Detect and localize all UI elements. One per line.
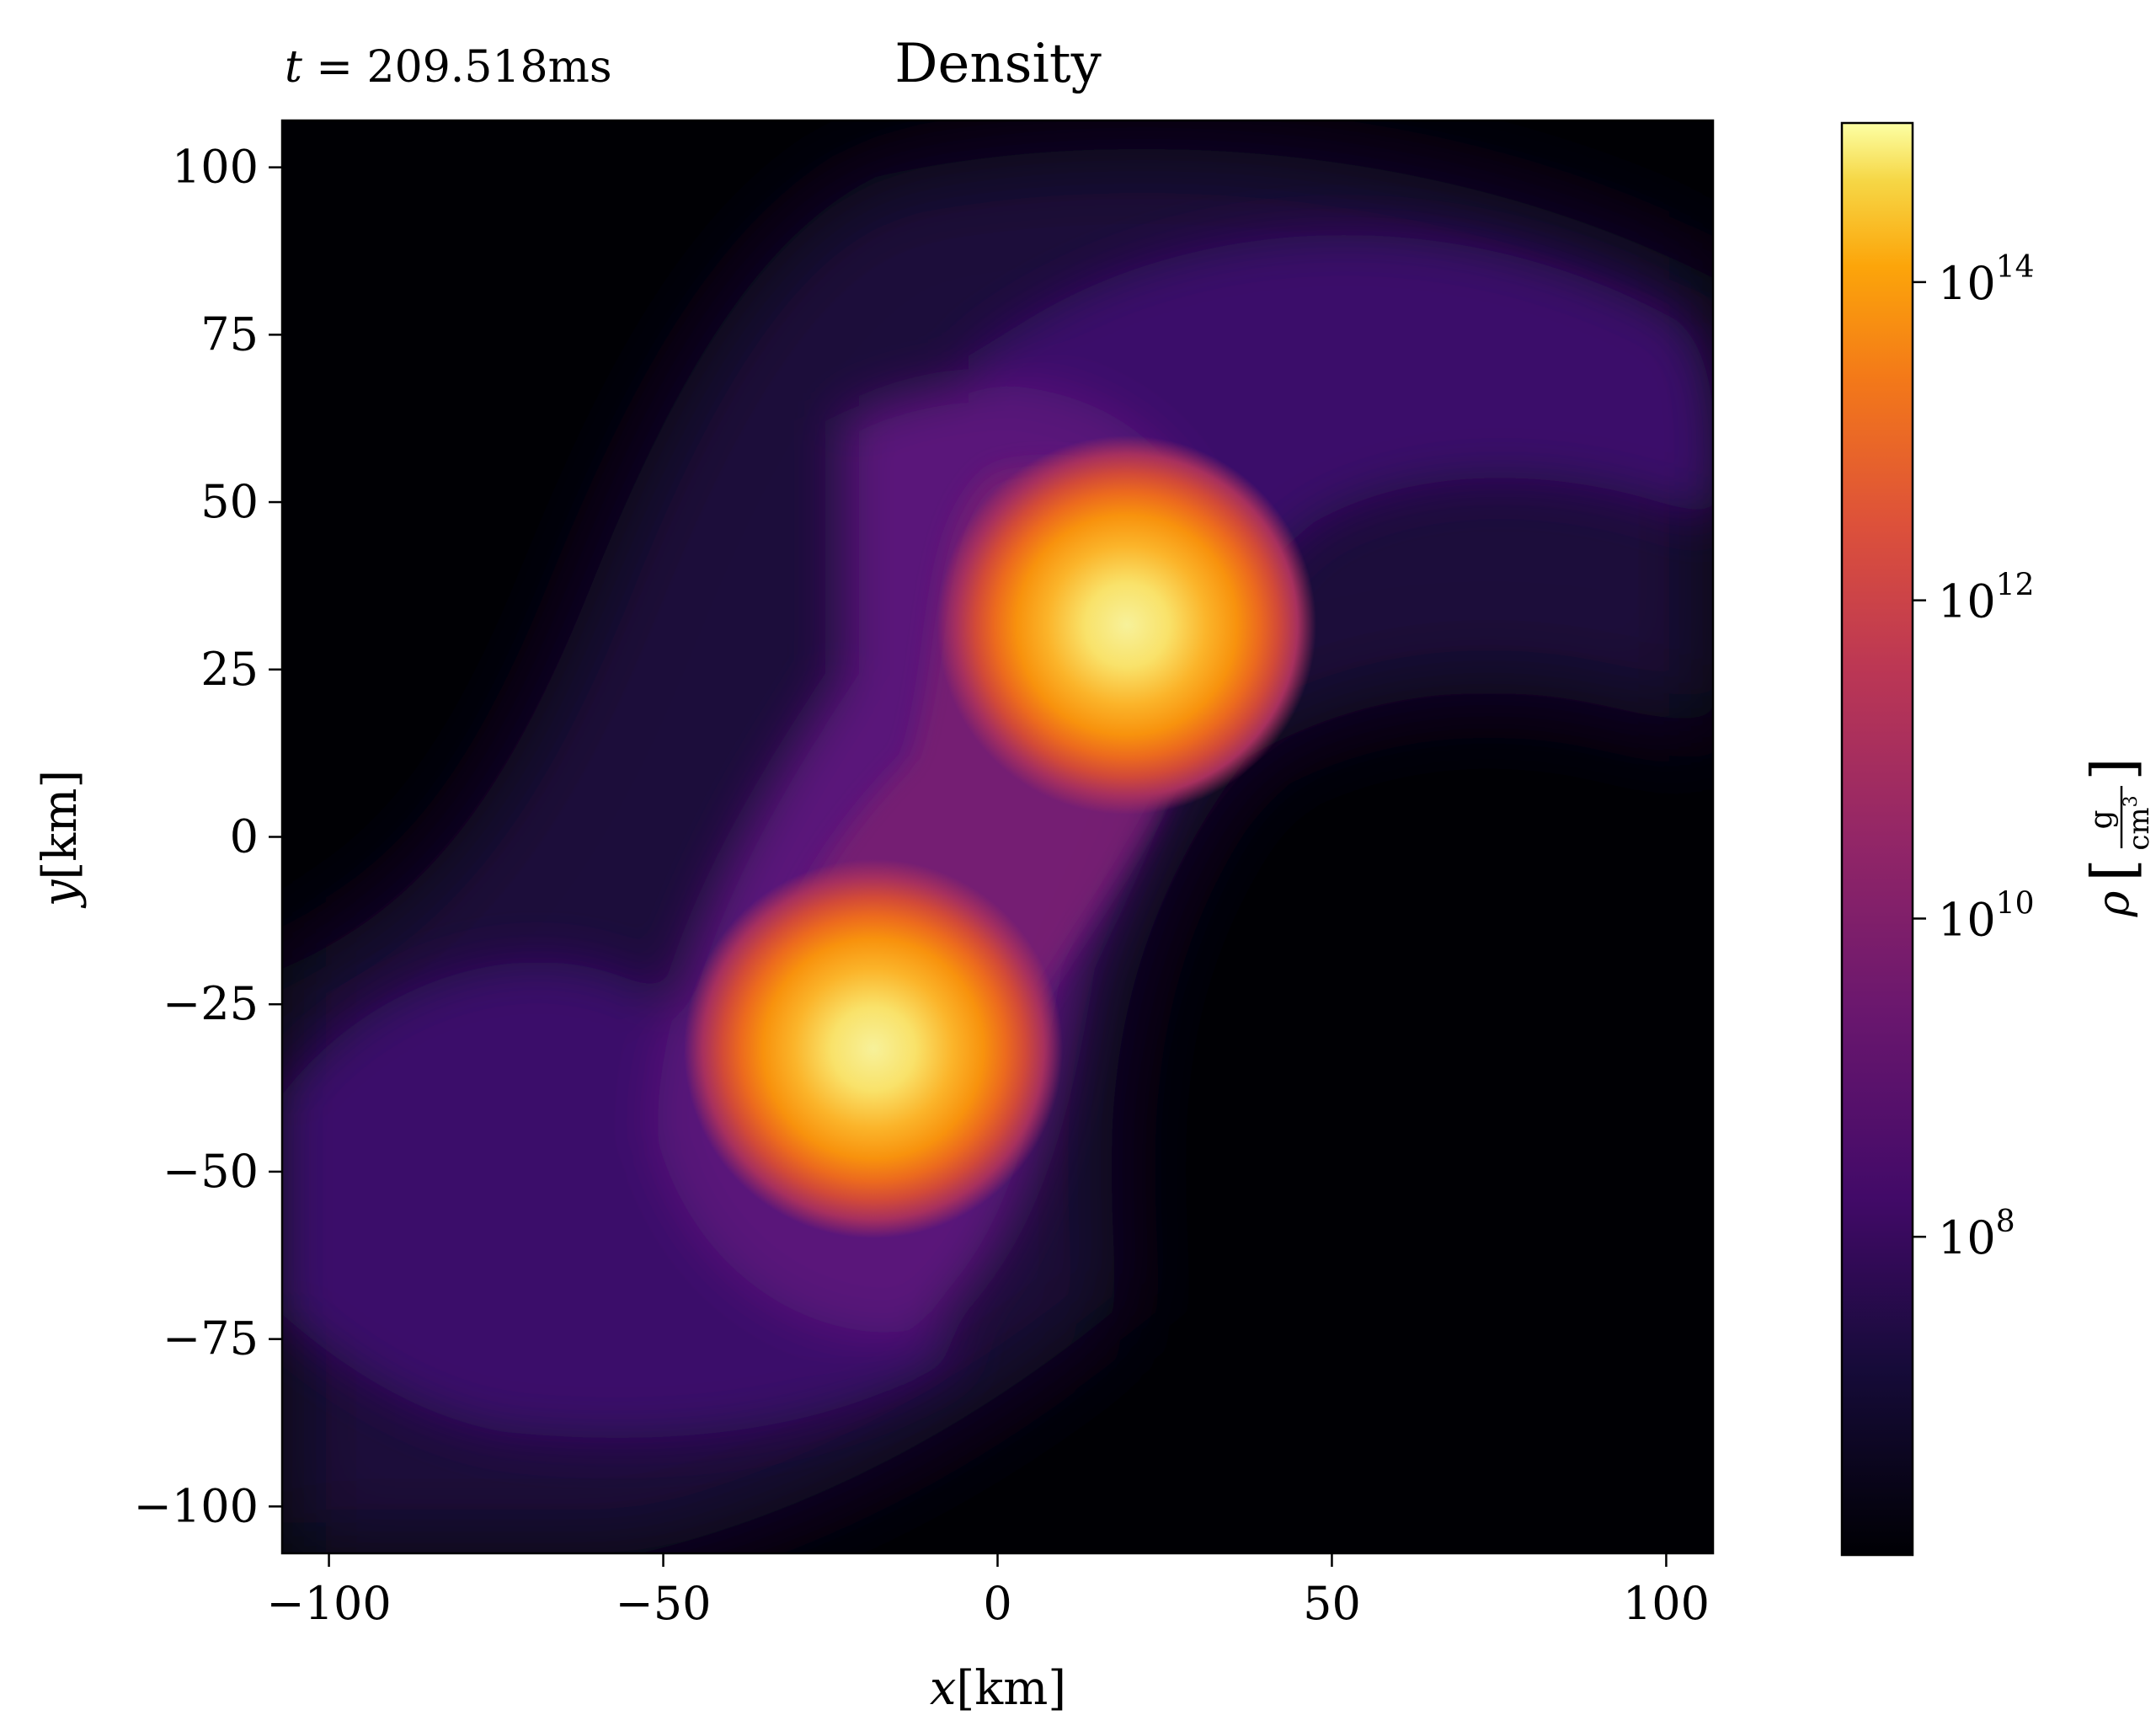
time-var: t	[285, 42, 302, 93]
colorbar-tick-label: 1012	[1938, 569, 2035, 628]
x-axis: −100 −50 0 50 100	[266, 1553, 1710, 1630]
x-axis-label: x[km]	[930, 1661, 1066, 1716]
y-axis: 100 75 50 25 0 −25 −50 −75 −100	[134, 141, 282, 1532]
colorbar-ticks: 108 1010 1012 1014	[1913, 250, 2035, 1264]
star-upper	[937, 436, 1316, 815]
colorbar-label-den-base: cm	[2122, 807, 2156, 850]
y-axis-unit: [km]	[33, 770, 88, 880]
colorbar-label-var: ρ	[2089, 890, 2139, 917]
y-tick-label: 50	[200, 475, 259, 528]
colorbar-tick-label: 108	[1938, 1205, 2015, 1264]
y-tick-label: 25	[200, 643, 259, 696]
y-tick-label: −50	[163, 1145, 259, 1198]
x-axis-var: x	[930, 1661, 957, 1716]
time-value: 209.518ms	[367, 42, 612, 93]
density-map	[282, 120, 1713, 1553]
colorbar-label-num: g	[2084, 810, 2119, 829]
colorbar-tick-label: 1010	[1938, 886, 2035, 946]
colorbar-tick-label: 1014	[1938, 250, 2035, 310]
y-axis-label: y[km]	[33, 770, 88, 909]
time-eq: =	[302, 42, 367, 93]
y-tick-label: 100	[172, 141, 259, 194]
colorbar-label-den-exp: 3	[2121, 795, 2142, 807]
y-tick-label: −25	[163, 977, 259, 1030]
colorbar-label: ρ [ g cm3 ]	[2079, 757, 2156, 917]
y-tick-label: 75	[200, 307, 259, 361]
colorbar-label-den: cm3	[2121, 795, 2156, 850]
y-axis-var: y	[33, 879, 88, 909]
time-label: t = 209.518ms	[285, 42, 612, 93]
colorbar-label-rbracket: ]	[2079, 757, 2148, 780]
colorbar-label-lbracket: [	[2079, 858, 2148, 881]
x-axis-unit: [km]	[956, 1661, 1066, 1716]
x-tick-label: 50	[1303, 1577, 1361, 1630]
y-tick-label: 0	[230, 810, 259, 863]
colorbar	[1840, 121, 1914, 1557]
x-tick-label: −100	[266, 1577, 391, 1630]
x-tick-label: −50	[616, 1577, 712, 1630]
star-lower	[684, 859, 1063, 1238]
x-tick-label: 100	[1623, 1577, 1710, 1630]
x-tick-label: 0	[983, 1577, 1011, 1630]
y-tick-label: −75	[163, 1312, 259, 1365]
y-tick-label: −100	[134, 1479, 259, 1532]
chart-title: Density	[894, 33, 1102, 95]
